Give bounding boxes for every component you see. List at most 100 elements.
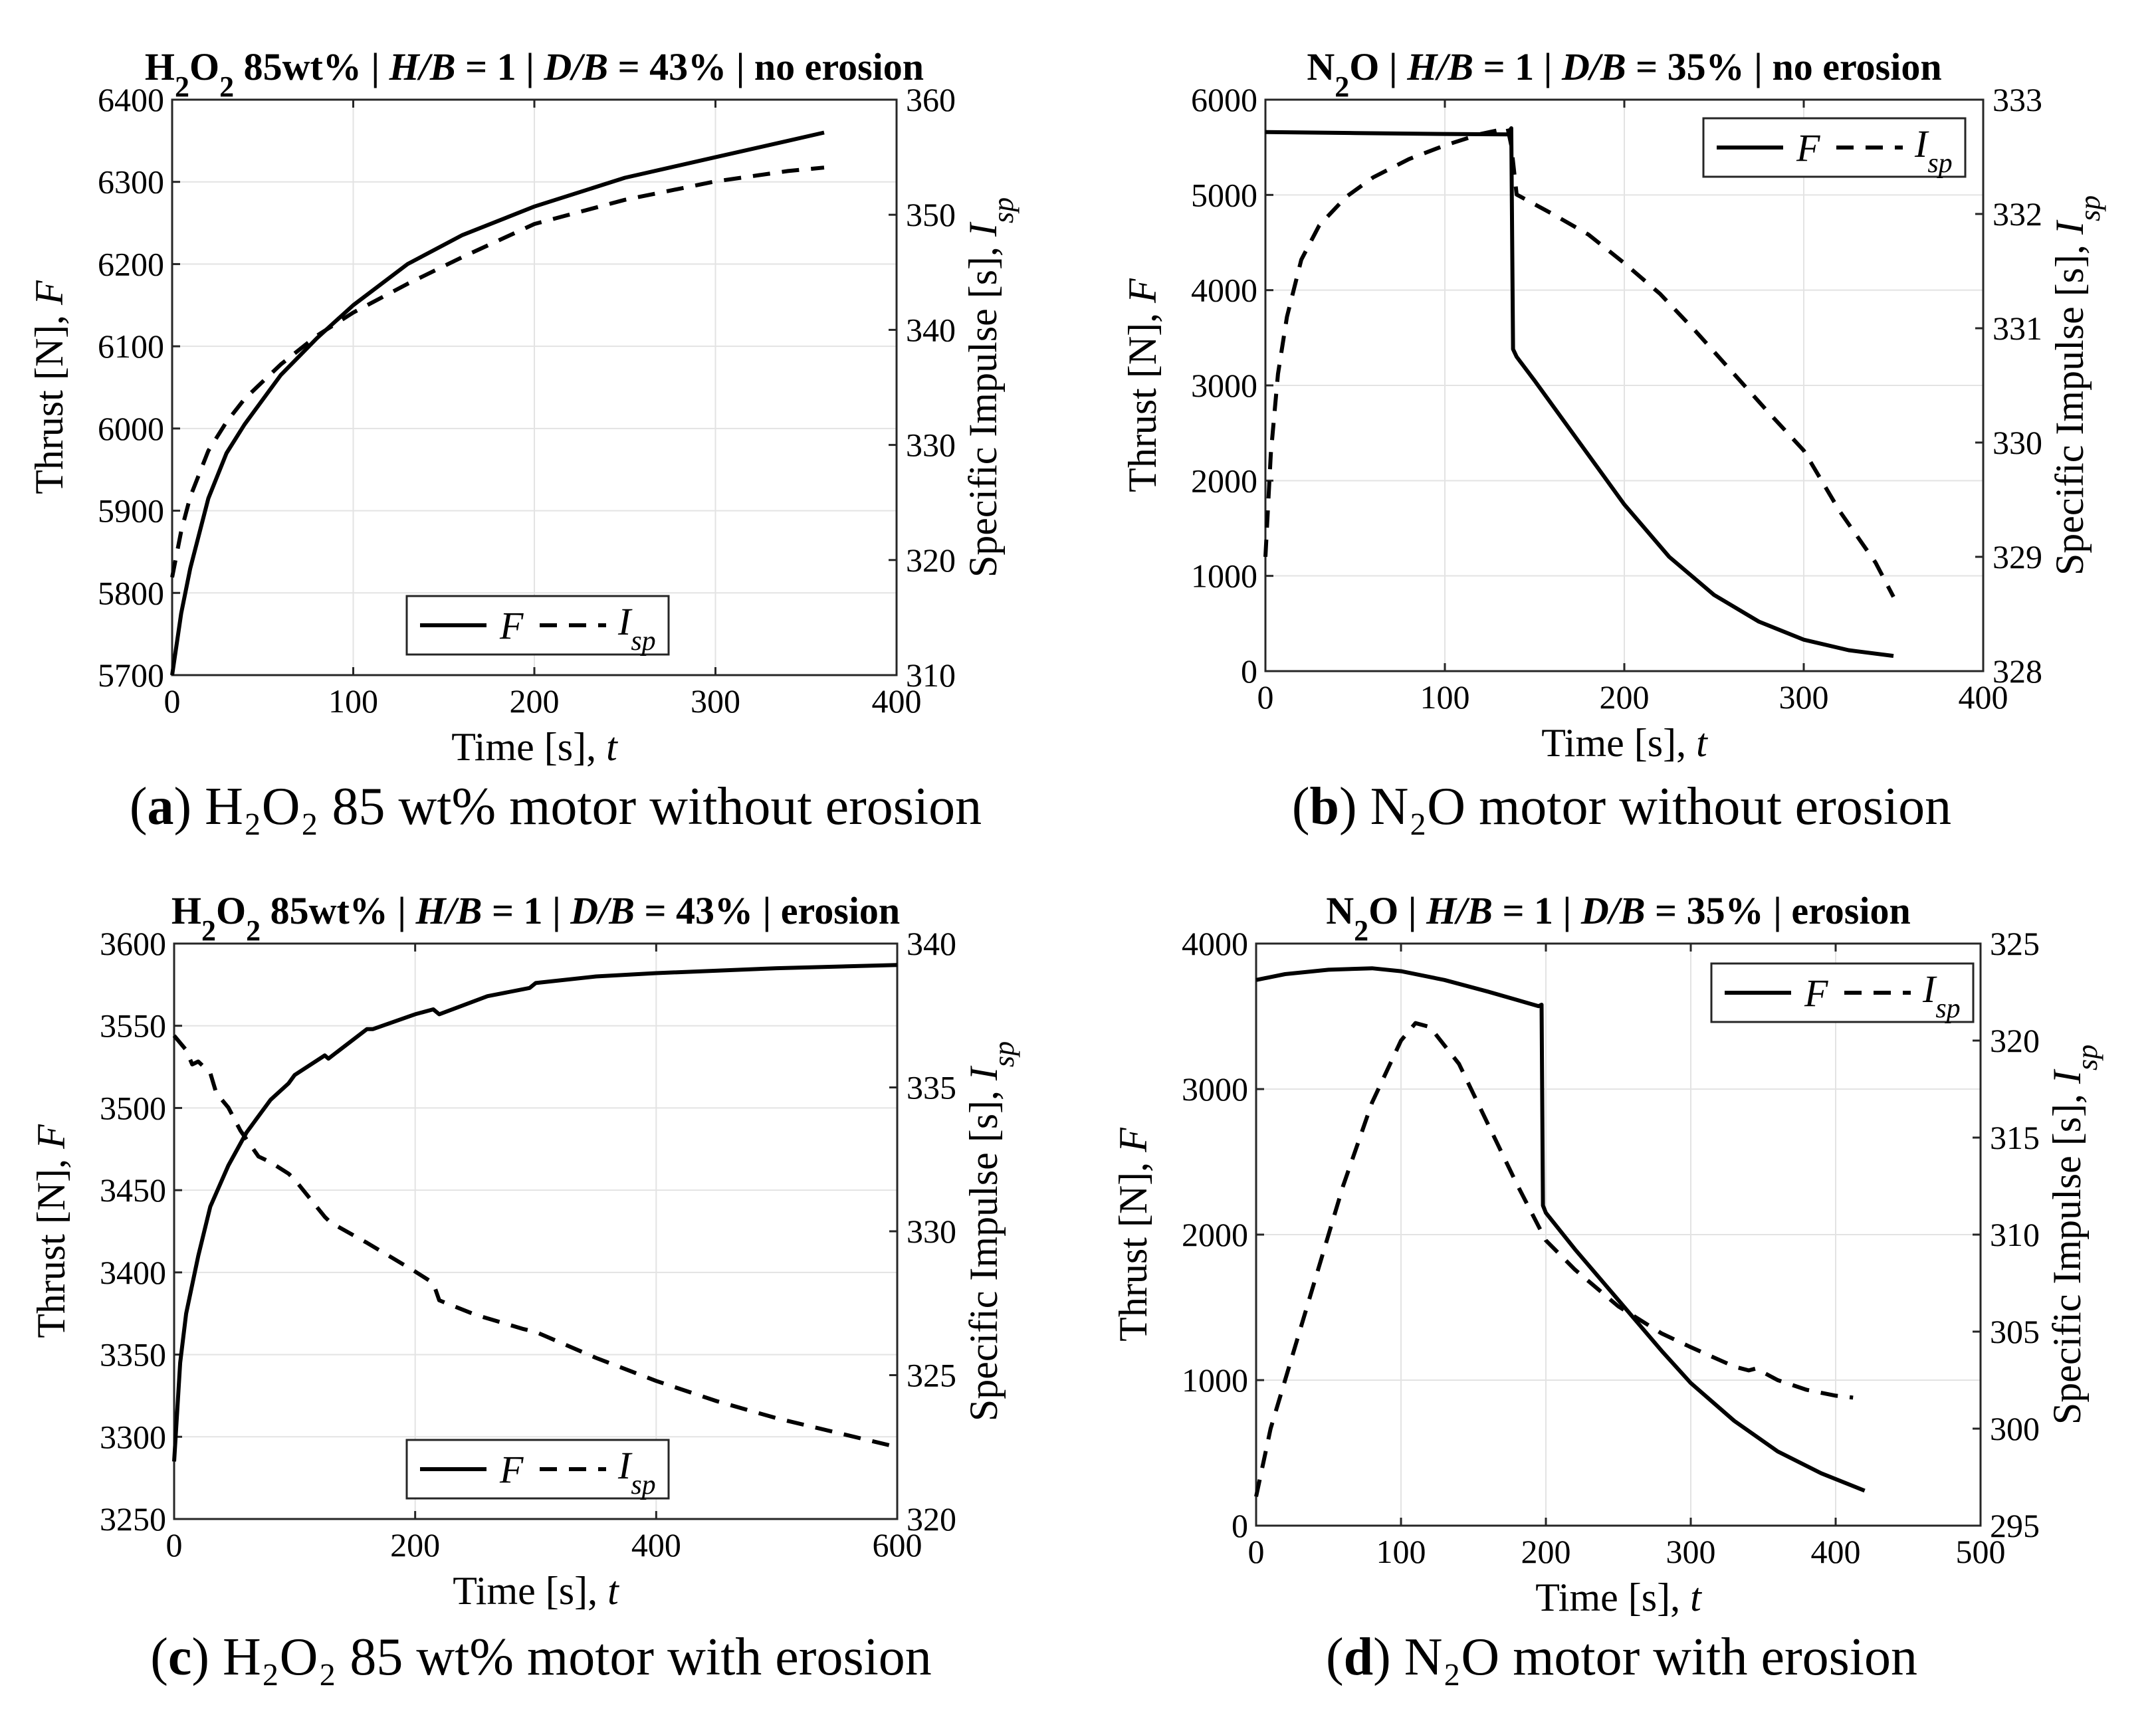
y-tick-label: 3300: [100, 1418, 166, 1455]
y2-tick-label: 320: [907, 1500, 956, 1538]
x-axis-label: Time [s], t: [453, 1569, 619, 1613]
y-tick-label: 4000: [1191, 272, 1257, 309]
y-axis-label: Thrust [N], F: [1121, 278, 1164, 492]
x-tick-label: 100: [328, 682, 378, 720]
legend-isp-label: Isp: [1922, 967, 1961, 1024]
y-axis-label: Thrust [N], F: [1111, 1127, 1155, 1342]
panel-title: N2O | H/B = 1 | D/B = 35% | erosion: [1326, 889, 1910, 947]
y-tick-label: 5900: [98, 492, 164, 530]
y-tick-label: 1000: [1182, 1362, 1248, 1399]
y-tick-label: 3550: [100, 1007, 166, 1045]
x-tick-label: 300: [691, 682, 740, 720]
y2-tick-label: 325: [907, 1357, 956, 1394]
legend-thrust-label: F: [1796, 126, 1820, 169]
legend-box: [1710, 962, 1975, 1023]
y2-tick-label: 300: [1990, 1410, 2040, 1447]
panel-a: 0 100 200 300 400 5700 5800 5900 6000 6100 6200 630…: [27, 45, 1020, 836]
y-tick-label: 0: [1232, 1507, 1248, 1544]
x-tick-label: 200: [510, 682, 560, 720]
thrust-series-line: [1255, 966, 1866, 1493]
x-tick-label: 300: [1779, 678, 1829, 716]
y-tick-label: 6300: [98, 163, 164, 201]
thrust-series-line: [170, 130, 825, 676]
x-tick-label: 400: [872, 682, 922, 720]
y-tick-label: 3350: [100, 1336, 166, 1373]
y-tick-label: 3000: [1191, 367, 1257, 404]
thrust-series-line: [1265, 126, 1894, 659]
x-axis-label: Time [s], t: [451, 725, 618, 769]
legend: F Isp: [1702, 117, 1967, 179]
y-tick-label: 5000: [1191, 176, 1257, 213]
panel-title: N2O | H/B = 1 | D/B = 35% | no erosion: [1307, 45, 1941, 103]
y2-tick-label: 330: [906, 427, 956, 464]
y-tick-label: 6200: [98, 245, 164, 282]
y-tick-label: 2000: [1182, 1216, 1248, 1253]
y-axis-label: Thrust [N], F: [27, 280, 71, 494]
y-tick-label: 5800: [98, 574, 164, 611]
x-tick-label: 0: [166, 1526, 183, 1564]
y-tick-label: 6000: [1191, 81, 1257, 118]
y2-axis-label: Specific Impulse [s], Isp: [2048, 195, 2106, 575]
panel-d: 0 100 200 300 400 500 0 1000 2000 3000 4000 295 300 3…: [1111, 889, 2103, 1686]
x-tick-label: 200: [390, 1526, 440, 1564]
x-axis-label: Time [s], t: [1541, 721, 1708, 765]
y2-tick-label: 329: [1993, 538, 2042, 575]
y-tick-label: 3250: [100, 1500, 166, 1538]
y2-tick-label: 332: [1993, 195, 2042, 233]
y2-tick-label: 330: [1993, 424, 2042, 461]
y2-tick-label: 310: [1990, 1216, 2040, 1253]
legend-isp-label: Isp: [1914, 122, 1953, 179]
y2-tick-label: 350: [906, 196, 956, 233]
x-tick-label: 600: [873, 1526, 922, 1564]
y-tick-label: 3450: [100, 1171, 166, 1209]
y2-axis-label: Specific Impulse [s], Isp: [2045, 1045, 2103, 1425]
y-tick-label: 6400: [98, 81, 164, 118]
y2-tick-label: 340: [906, 311, 956, 348]
legend-isp-label: Isp: [617, 600, 656, 657]
panel-c: 0 200 400 600 3250 3300 3350 3400 3450 3500 3550 36…: [29, 889, 1020, 1686]
y-axis-label: Thrust [N], F: [29, 1124, 73, 1338]
x-tick-label: 0: [1257, 678, 1274, 716]
x-tick-label: 100: [1376, 1533, 1426, 1570]
panel-caption: (b) N₂O motor without erosion: [1292, 777, 1951, 836]
x-tick-label: 100: [1420, 678, 1470, 716]
x-tick-label: 400: [1811, 1533, 1861, 1570]
y-tick-label: 4000: [1182, 925, 1248, 962]
y2-tick-label: 295: [1990, 1507, 2040, 1544]
x-tick-label: 0: [164, 682, 181, 720]
y2-tick-label: 333: [1993, 81, 2042, 118]
isp-series-line: [172, 1034, 898, 1449]
panel-title: H2O2 85wt% | H/B = 1 | D/B = 43% | no er…: [145, 45, 924, 103]
x-tick-label: 400: [631, 1526, 681, 1564]
y-tick-label: 3500: [100, 1089, 166, 1126]
y2-axis-label: Specific Impulse [s], Isp: [961, 197, 1020, 577]
legend-isp-label: Isp: [617, 1444, 656, 1500]
y2-tick-label: 331: [1993, 310, 2042, 347]
y2-tick-label: 330: [907, 1213, 956, 1250]
y-tick-label: 2000: [1191, 462, 1257, 499]
x-axis-label: Time [s], t: [1535, 1575, 1702, 1619]
panel-caption: (c) H₂O₂ 85 wt% motor with erosion: [150, 1628, 932, 1686]
y2-tick-label: 305: [1990, 1313, 2040, 1350]
legend-thrust-label: F: [499, 1448, 524, 1491]
y2-tick-label: 335: [907, 1069, 956, 1106]
x-tick-label: 500: [1956, 1533, 2006, 1570]
y2-tick-label: 320: [906, 542, 956, 579]
panel-b: 0 100 200 300 400010002000300040005000600032…: [1121, 45, 2106, 836]
y-tick-label: 0: [1241, 653, 1257, 690]
y2-tick-label: 325: [1990, 925, 2040, 962]
panel-title: H2O2 85wt% | H/B = 1 | D/B = 43% | erosi…: [171, 889, 900, 947]
legend-thrust-label: F: [499, 604, 524, 647]
y-tick-label: 6000: [98, 410, 164, 447]
y2-tick-label: 315: [1990, 1119, 2040, 1156]
x-tick-label: 200: [1600, 678, 1650, 716]
legend: F Isp: [1710, 962, 1975, 1024]
plot-area-frame: [173, 942, 899, 1520]
thrust-series-line: [172, 963, 898, 1462]
y-tick-label: 3400: [100, 1254, 166, 1291]
legend-thrust-label: F: [1804, 971, 1828, 1015]
x-tick-label: 400: [1959, 678, 2008, 716]
y-tick-label: 5700: [98, 657, 164, 694]
y2-tick-label: 328: [1993, 653, 2042, 690]
